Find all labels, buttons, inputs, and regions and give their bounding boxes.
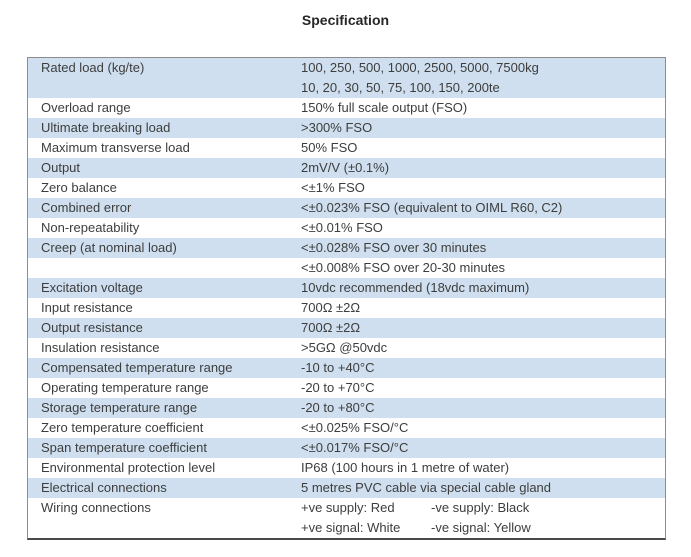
spec-value: 2mV/V (±0.1%) (301, 160, 390, 175)
spec-row: Compensated temperature range -10 to +40°… (28, 358, 665, 378)
spec-label: Excitation voltage (41, 280, 143, 295)
spec-row: Environmental protection level IP68 (100 … (28, 458, 665, 478)
spec-row: Operating temperature range -20 to +70°C (28, 378, 665, 398)
page-title: Specification (301, 12, 390, 28)
spec-label: Creep (at nominal load) (41, 240, 177, 255)
spec-value-right: -ve signal: Yellow (431, 520, 531, 535)
spec-value: <±0.017% FSO/°C (301, 440, 409, 455)
spec-row: 10, 20, 30, 50, 75, 100, 150, 200te (28, 78, 665, 98)
spec-label (28, 518, 301, 538)
spec-value: 100, 250, 500, 1000, 2500, 5000, 7500kg (301, 60, 539, 75)
spec-value-left: +ve signal: White (301, 520, 401, 535)
spec-value: 10, 20, 30, 50, 75, 100, 150, 200te (301, 80, 500, 95)
spec-label: Input resistance (41, 300, 133, 315)
spec-row: Output resistance 700Ω ±2Ω (28, 318, 665, 338)
spec-label: Operating temperature range (41, 380, 209, 395)
spec-row: Storage temperature range -20 to +80°C (28, 398, 665, 418)
spec-value: 50% FSO (301, 140, 358, 155)
spec-label: Output (41, 160, 81, 175)
spec-row: Excitation voltage 10vdc recommended (18v… (28, 278, 665, 298)
spec-row: Zero balance <±1% FSO (28, 178, 665, 198)
spec-row: Ultimate breaking load >300% FSO (28, 118, 665, 138)
spec-value-right: -ve supply: Black (431, 500, 530, 515)
spec-value: 10vdc recommended (18vdc maximum) (301, 280, 530, 295)
spec-row: Rated load (kg/te) 100, 250, 500, 1000, 2… (28, 58, 665, 78)
spec-row: Creep (at nominal load) <±0.028% FSO over… (28, 238, 665, 258)
spec-label (28, 78, 301, 98)
spec-row: Electrical connections 5 metres PVC cable… (28, 478, 665, 498)
spec-value: +ve signal: White -ve signal: Yellow (301, 518, 665, 538)
spec-label: Storage temperature range (41, 400, 198, 415)
spec-row: Maximum transverse load 50% FSO (28, 138, 665, 158)
spec-row: Insulation resistance >5GΩ @50vdc (28, 338, 665, 358)
spec-label: Environmental protection level (41, 460, 216, 475)
spec-value: <±0.008% FSO over 20-30 minutes (301, 260, 506, 275)
spec-value: -20 to +70°C (301, 380, 375, 395)
spec-label: Zero temperature coefficient (41, 420, 204, 435)
spec-value: +ve supply: Red -ve supply: Black (301, 498, 665, 518)
spec-value: IP68 (100 hours in 1 metre of water) (301, 460, 510, 475)
spec-label: Wiring connections (41, 500, 151, 515)
spec-row: Output 2mV/V (±0.1%) (28, 158, 665, 178)
spec-label: Span temperature coefficient (41, 440, 207, 455)
spec-value: >5GΩ @50vdc (301, 340, 388, 355)
spec-value: <±0.028% FSO over 30 minutes (301, 240, 487, 255)
spec-value: >300% FSO (301, 120, 373, 135)
spec-label: Zero balance (41, 180, 117, 195)
spec-row: +ve signal: White -ve signal: Yellow (28, 518, 665, 538)
spec-row: Wiring connections +ve supply: Red -ve sup… (28, 498, 665, 518)
spec-label: Electrical connections (41, 480, 167, 495)
spec-label: Combined error (41, 200, 132, 215)
spec-label: Output resistance (41, 320, 143, 335)
spec-row: Non-repeatability <±0.01% FSO (28, 218, 665, 238)
spec-label: Rated load (kg/te) (41, 60, 145, 75)
spec-label: Overload range (41, 100, 131, 115)
spec-row: <±0.008% FSO over 20-30 minutes (28, 258, 665, 278)
spec-row: Zero temperature coefficient <±0.025% FSO… (28, 418, 665, 438)
spec-row: Span temperature coefficient <±0.017% FSO… (28, 438, 665, 458)
spec-label: Ultimate breaking load (41, 120, 171, 135)
spec-value: -10 to +40°C (301, 360, 375, 375)
spec-value: <±0.023% FSO (equivalent to OIML R60, C2… (301, 200, 563, 215)
spec-value-left: +ve supply: Red (301, 500, 395, 515)
spec-value: <±1% FSO (301, 180, 365, 195)
spec-value: 150% full scale output (FSO) (301, 100, 468, 115)
spec-row: Overload range 150% full scale output (FS… (28, 98, 665, 118)
spec-value: <±0.025% FSO/°C (301, 420, 409, 435)
spec-value: 700Ω ±2Ω (301, 320, 361, 335)
spec-value: 5 metres PVC cable via special cable gla… (301, 480, 552, 495)
spec-value: <±0.01% FSO (301, 220, 383, 235)
spec-value: 700Ω ±2Ω (301, 300, 361, 315)
spec-label: Insulation resistance (41, 340, 160, 355)
spec-label (28, 258, 301, 278)
spec-row: Combined error <±0.023% FSO (equivalent t… (28, 198, 665, 218)
spec-label: Maximum transverse load (41, 140, 190, 155)
spec-label: Non-repeatability (41, 220, 140, 235)
spec-label: Compensated temperature range (41, 360, 233, 375)
spec-value: -20 to +80°C (301, 400, 375, 415)
specification-table: Rated load (kg/te) 100, 250, 500, 1000, 2… (27, 57, 666, 540)
spec-row: Input resistance 700Ω ±2Ω (28, 298, 665, 318)
